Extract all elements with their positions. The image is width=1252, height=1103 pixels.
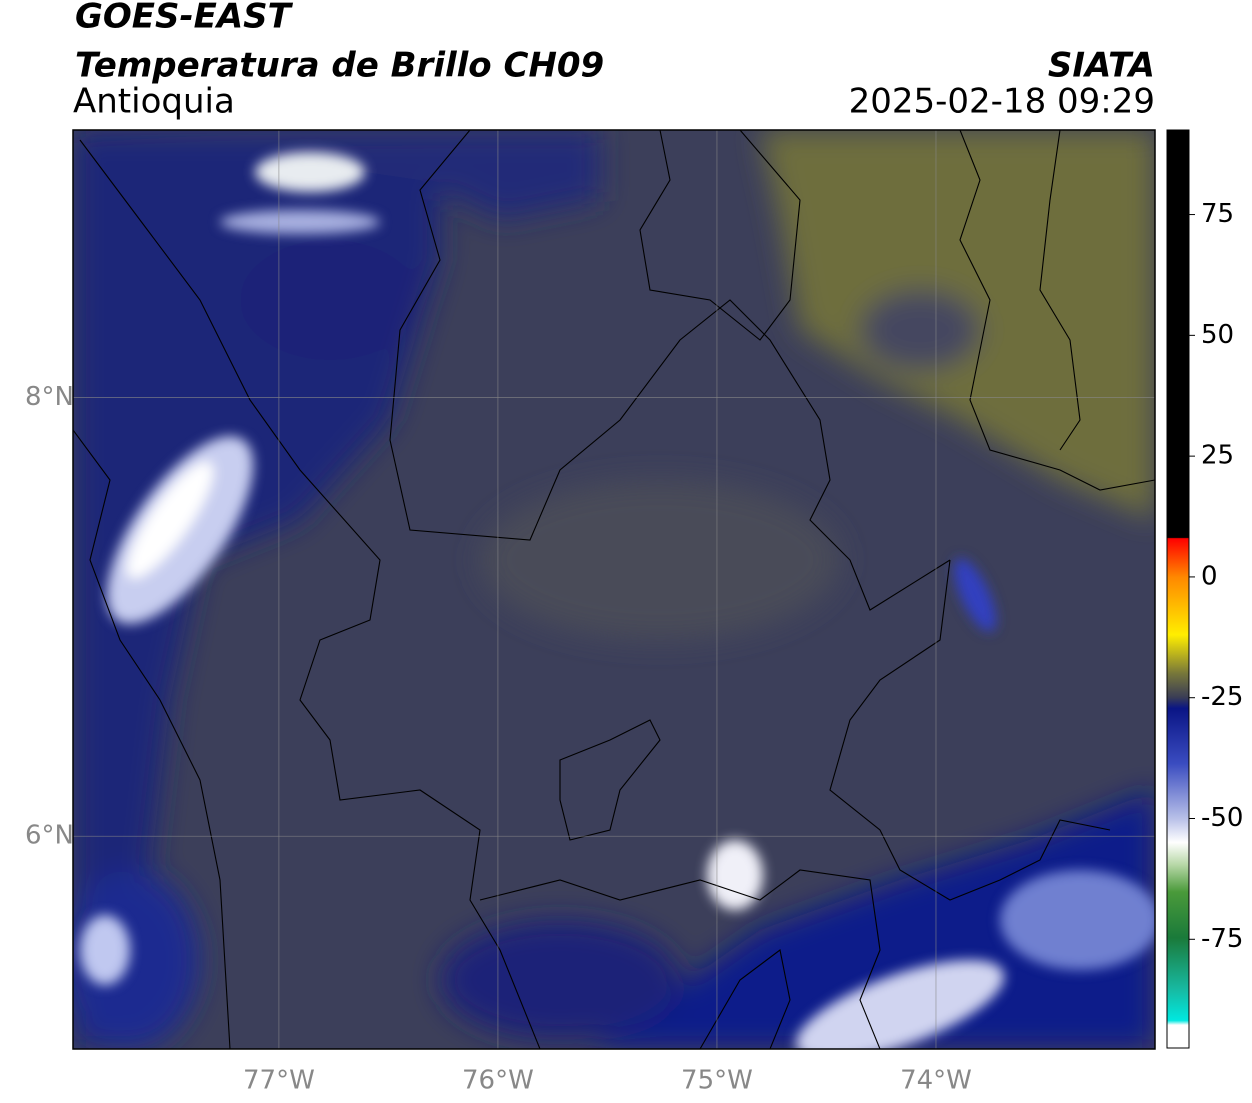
colorbar-tick-label: -75 <box>1201 924 1243 954</box>
product-title: Temperatura de Brillo CH09 <box>75 46 604 86</box>
lat-label: 8°N <box>25 382 74 412</box>
colorbar-tick-label: 75 <box>1201 199 1234 229</box>
lon-label: 74°W <box>900 1066 972 1096</box>
colorbar-tick-label: -50 <box>1201 803 1243 833</box>
colorbar-tick-label: 25 <box>1201 441 1234 471</box>
map-image <box>73 130 1155 1049</box>
colorbar-tick-label: 50 <box>1201 320 1234 350</box>
lon-label: 76°W <box>462 1066 534 1096</box>
lon-label: 77°W <box>243 1066 315 1096</box>
grid <box>73 130 1155 1049</box>
satellite-title: GOES-EAST <box>75 0 294 37</box>
lat-label: 6°N <box>25 821 74 851</box>
colorbar <box>1166 129 1190 1049</box>
colorbar-tick-label: -25 <box>1201 682 1243 712</box>
colorbar-tick-label: 0 <box>1201 561 1218 591</box>
region-label: Antioquia <box>73 82 235 122</box>
agency-label: SIATA <box>1048 46 1155 86</box>
datetime-label: 2025-02-18 09:29 <box>849 82 1155 122</box>
map-frame <box>72 129 1156 1050</box>
lon-label: 75°W <box>681 1066 753 1096</box>
